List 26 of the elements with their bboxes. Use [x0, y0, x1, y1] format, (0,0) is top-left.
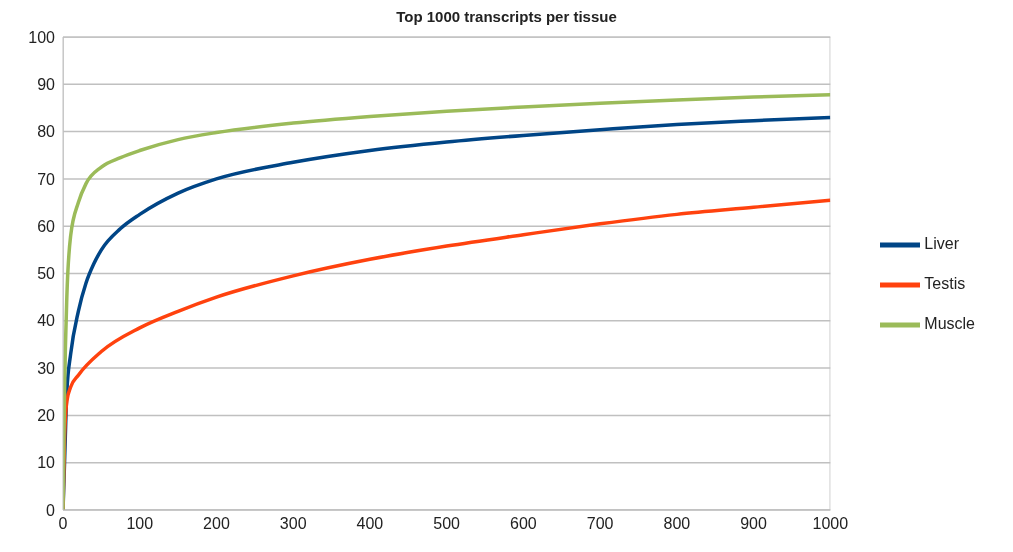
y-tick-label: 60 [37, 217, 56, 235]
x-tick-label: 500 [433, 515, 461, 533]
y-tick-label: 80 [37, 123, 56, 141]
x-tick-label: 400 [356, 515, 384, 533]
y-tick-label: 50 [37, 265, 56, 283]
y-tick-label: 10 [37, 454, 56, 472]
legend-label: Liver [924, 235, 959, 253]
y-tick-label: 0 [46, 501, 56, 519]
chart-title: Top 1000 transcripts per tissue [395, 8, 618, 25]
x-tick-label: 300 [279, 515, 307, 533]
x-tick-label: 700 [586, 515, 614, 533]
x-tick-label: 1000 [812, 515, 849, 533]
legend-label: Muscle [924, 315, 975, 333]
x-tick-label: 200 [203, 515, 230, 533]
y-tick-label: 70 [37, 170, 56, 188]
x-tick-label: 0 [58, 515, 68, 533]
x-tick-label: 800 [663, 515, 691, 533]
x-tick-label: 600 [510, 515, 537, 533]
legend-label: Testis [924, 275, 966, 293]
y-tick-label: 100 [28, 28, 56, 46]
y-tick-label: 90 [37, 75, 56, 93]
y-tick-label: 30 [37, 359, 56, 377]
y-tick-label: 40 [37, 312, 56, 330]
x-tick-label: 900 [740, 515, 768, 533]
x-tick-label: 100 [126, 515, 154, 533]
y-tick-label: 20 [37, 407, 56, 425]
